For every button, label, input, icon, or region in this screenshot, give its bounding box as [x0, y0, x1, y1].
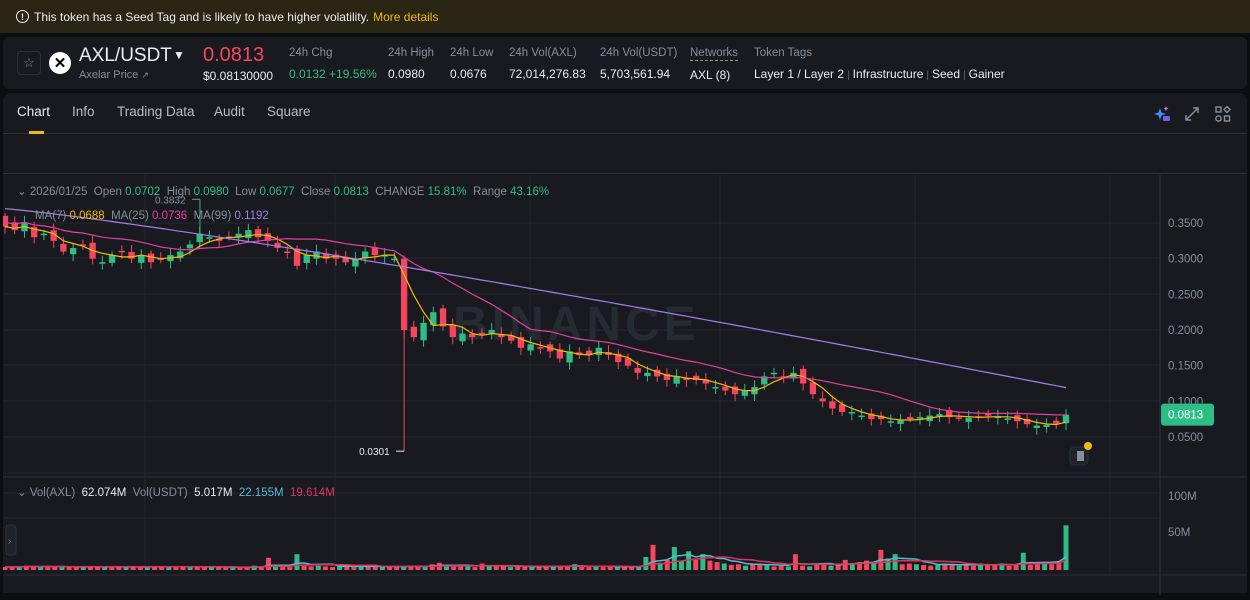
tab-bar: Chart Info Trading Data Audit Square [3, 93, 1247, 134]
token-price-link[interactable]: Axelar Price ↗ [79, 69, 149, 81]
collapse-handle [5, 524, 17, 556]
volume-legend: ⌄ Vol(AXL) 62.074M Vol(USDT) 5.017M 22.1… [17, 487, 335, 499]
low-marker-label: 0.0301 [359, 447, 390, 458]
tab-chart[interactable]: Chart [17, 104, 51, 119]
info-icon: ! [16, 10, 29, 23]
token-tag[interactable]: Seed [931, 67, 961, 81]
price-axis-tick: 0.2000 [1168, 325, 1203, 337]
notification-dot [1084, 442, 1092, 450]
token-tag[interactable]: Infrastructure [852, 67, 924, 81]
volume-axis-tick: 100M [1168, 491, 1197, 503]
price-axis-tick: 0.3500 [1168, 218, 1203, 230]
caret-down-icon[interactable]: ▼ [173, 48, 185, 62]
tab-info[interactable]: Info [72, 104, 95, 119]
pair-selector[interactable]: AXL/USDT [79, 45, 172, 66]
star-icon: ☆ [23, 55, 35, 70]
token-tag[interactable]: Gainer [968, 67, 1005, 81]
last-price-usd: $0.08130000 [203, 69, 274, 83]
high-marker-label: 0.3832 [155, 195, 186, 206]
active-tab-indicator [29, 131, 44, 134]
chevron-right-icon: › [8, 536, 11, 547]
ai-sparkle-icon[interactable] [1153, 105, 1171, 123]
candlestick-chart[interactable]: 0.3500 0.3000 0.2500 0.2000 0.1500 0.1000 0.05… [1, 175, 1247, 595]
fullscreen-expand-icon[interactable] [1183, 105, 1201, 123]
layout-grid-icon[interactable] [1214, 105, 1232, 123]
ma7-line [4, 225, 1067, 426]
tab-square[interactable]: Square [267, 104, 311, 119]
ma25-line [4, 221, 1066, 416]
tab-trading-data[interactable]: Trading Data [117, 104, 195, 119]
current-price-badge [1161, 403, 1214, 426]
price-axis-tick: 0.0500 [1168, 432, 1203, 444]
ohlc-legend: ⌄ 2026/01/25 Open 0.0702 High 0.0980 Low… [17, 186, 550, 198]
last-price: 0.0813 [203, 44, 265, 66]
binance-watermark: BINANCE [453, 298, 700, 351]
chart-panel: Chart Info Trading Data Audit Square 0.3… [1, 93, 1247, 595]
more-details-link[interactable]: More details [373, 9, 439, 24]
stat-networks[interactable]: Networks AXL (8) [690, 47, 738, 82]
ticker-header: ☆ ✕ AXL/USDT ▼ Axelar Price ↗ 0.0813 $0.… [3, 37, 1247, 89]
volume-axis-tick: 50M [1168, 527, 1190, 539]
stat-24h-vol-usdt: 24h Vol(USDT) 5,703,561.94 [600, 47, 678, 81]
ma99-line [4, 208, 1067, 389]
price-axis-tick: 0.1500 [1168, 361, 1203, 373]
axelar-logo: ✕ [49, 52, 71, 74]
volume-ma2-line [4, 556, 1067, 568]
banner-message: This token has a Seed Tag and is likely … [34, 9, 370, 24]
token-tags-list: Layer 1 / Layer 2 | Infrastructure | Seed | Ga… [754, 67, 1005, 81]
chart-toolbar [3, 135, 1247, 174]
current-price-badge-text: 0.0813 [1168, 410, 1203, 422]
price-axis-tick: 0.3000 [1168, 254, 1203, 266]
stat-24h-vol-axl: 24h Vol(AXL) 72,014,276.83 [509, 47, 586, 81]
favorite-button[interactable]: ☆ [17, 51, 41, 75]
ma-legend: MA(7) 0.0688 MA(25) 0.0736 MA(99) 0.1192 [35, 210, 269, 222]
tab-audit[interactable]: Audit [214, 104, 245, 119]
chart-canvas[interactable]: 0.35000.30000.25000.20000.15000.10000.05… [1, 175, 1247, 595]
price-axis-tick: 0.2500 [1168, 289, 1203, 301]
stat-24h-change: 24h Chg 0.0132 +19.56% [289, 47, 377, 81]
stat-24h-low: 24h Low 0.0676 [450, 47, 494, 81]
seed-tag-banner: ! This token has a Seed Tag and is likel… [0, 0, 1250, 33]
stat-24h-high: 24h High 0.0980 [388, 47, 435, 81]
stat-token-tags: Token Tags Layer 1 / Layer 2 | Infrastruct… [754, 47, 1005, 81]
token-tag[interactable]: Layer 1 / Layer 2 [754, 67, 845, 81]
